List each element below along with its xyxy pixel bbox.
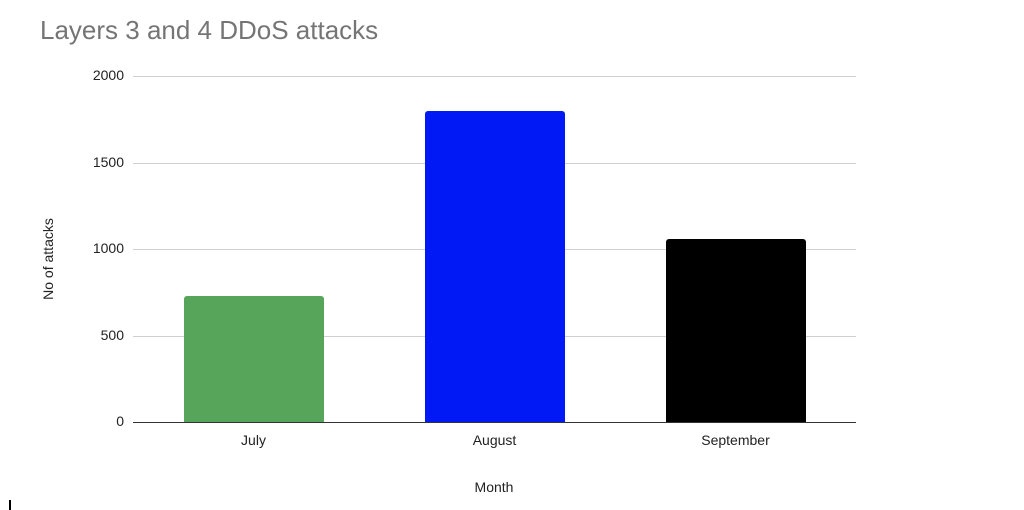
gridline (133, 76, 856, 77)
x-axis-baseline (133, 422, 856, 423)
chart-title: Layers 3 and 4 DDoS attacks (40, 15, 379, 45)
y-tick-label: 500 (100, 326, 124, 343)
bar-july[interactable] (183, 295, 324, 422)
y-axis-label: No of attacks (40, 218, 56, 300)
bar-august[interactable] (424, 110, 565, 422)
y-tick-label: 0 (116, 413, 124, 429)
x-axis-label: Month (474, 479, 514, 495)
y-tick-label: 2000 (92, 67, 124, 83)
y-tick-label: 1500 (92, 153, 124, 170)
plot-area (133, 76, 856, 423)
x-tick-label: September (701, 432, 770, 448)
bar-september[interactable] (665, 238, 806, 422)
y-tick-label: 1000 (92, 240, 124, 256)
x-tick-label: August (472, 432, 517, 448)
text-cursor (9, 500, 11, 510)
x-tick-label: July (241, 432, 266, 448)
